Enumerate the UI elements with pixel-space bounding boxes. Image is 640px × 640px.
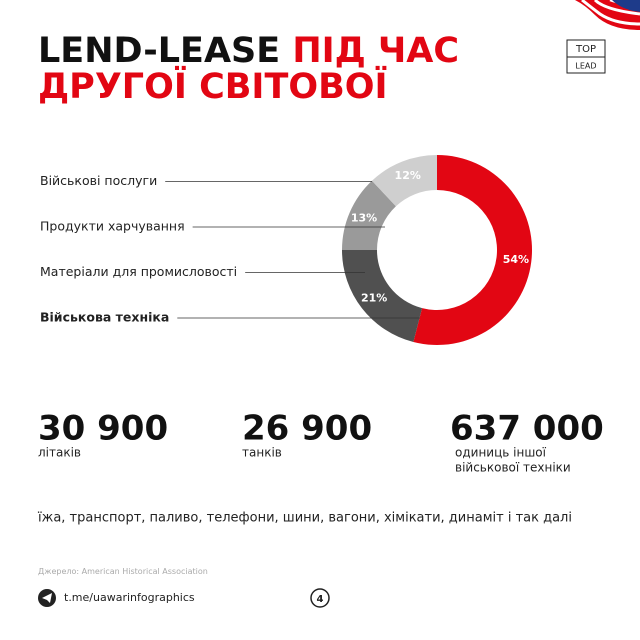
value-label: 12% <box>395 169 421 182</box>
stat-caption: танків <box>242 446 282 460</box>
donut-chart: 54% 21% 13% 12% Військова техніка Матеріали д… <box>40 155 532 346</box>
donut-slice <box>342 180 396 250</box>
legend-label: Військові послуги <box>40 173 157 188</box>
value-label: 13% <box>351 211 377 224</box>
stat-number: 30 900 <box>38 409 168 449</box>
source: Джерело: American Historical Association <box>38 567 208 576</box>
legend-label: Продукти харчування <box>40 219 185 234</box>
stat-caption: літаків <box>38 446 81 460</box>
logo-top: TOP <box>575 44 596 55</box>
telegram-icon <box>38 589 56 607</box>
page-circle <box>310 588 330 608</box>
stat-number: 637 000 <box>450 409 604 449</box>
donut-slice <box>342 250 423 343</box>
telegram-link[interactable]: t.me/uawarinfographics <box>64 591 195 604</box>
page-number: 4 <box>317 594 324 605</box>
legend-label: Військова техніка <box>40 310 169 325</box>
value-label: 54% <box>503 253 529 266</box>
donut-slice <box>413 155 532 346</box>
stat-number: 26 900 <box>242 409 372 449</box>
note: їжа, транспорт, паливо, телефони, шини, … <box>37 511 572 526</box>
legend-label: Матеріали для промисловості <box>40 264 237 279</box>
title-line-2: ДРУГОЇ СВІТОВОЇ <box>38 65 388 107</box>
donut-slice <box>371 155 437 207</box>
flag <box>575 0 640 30</box>
stat-caption: одиниць іншої <box>455 446 547 460</box>
logo-bottom: LEAD <box>575 62 596 71</box>
value-label: 21% <box>361 292 387 305</box>
title-line-1: LEND-LEASE ПІД ЧАС <box>38 31 459 71</box>
stat-caption: військової техніки <box>455 461 571 475</box>
